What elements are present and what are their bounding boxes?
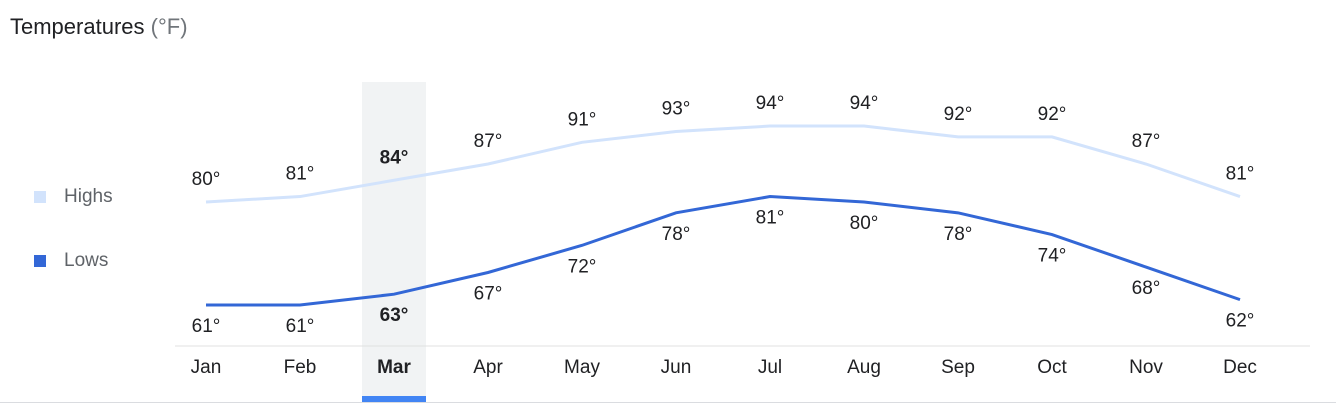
x-tick-label[interactable]: Aug — [847, 357, 881, 378]
x-tick-label[interactable]: Oct — [1037, 357, 1067, 378]
value-label: 78° — [944, 224, 973, 245]
legend-label: Highs — [64, 186, 113, 207]
unit: (°F) — [151, 14, 188, 39]
value-label: 72° — [568, 256, 597, 277]
legend-swatch — [34, 191, 46, 203]
x-tick-label[interactable]: Jul — [758, 357, 782, 378]
value-label: 94° — [756, 93, 785, 114]
value-label: 80° — [850, 213, 879, 234]
highlight-band — [362, 82, 426, 398]
value-label: 91° — [568, 109, 597, 130]
value-label: 80° — [192, 169, 221, 190]
chart-title: Temperatures — [10, 14, 145, 39]
value-label: 62° — [1226, 311, 1255, 332]
value-label: 81° — [756, 208, 785, 229]
value-label: 93° — [662, 98, 691, 119]
value-label: 67° — [474, 284, 503, 305]
value-label: 61° — [192, 316, 221, 337]
series-line — [205, 124, 1241, 204]
value-label: 92° — [944, 104, 973, 125]
value-label: 94° — [850, 93, 879, 114]
x-tick-label[interactable]: Nov — [1129, 357, 1163, 378]
value-label: 68° — [1132, 278, 1161, 299]
value-label: 87° — [474, 131, 503, 152]
highlight-layer — [362, 82, 426, 402]
x-tick-label[interactable]: May — [564, 357, 600, 378]
x-tick-label[interactable]: Dec — [1223, 357, 1257, 378]
value-label: 74° — [1038, 246, 1067, 267]
x-tick-label[interactable]: Sep — [941, 357, 975, 378]
highlight-indicator — [362, 396, 426, 402]
legend-label: Lows — [64, 250, 108, 271]
value-label: 81° — [286, 164, 315, 185]
x-tick-label[interactable]: Feb — [284, 357, 317, 378]
value-label: 84° — [380, 147, 409, 168]
value-label: 78° — [662, 224, 691, 245]
legend-swatch — [34, 255, 46, 267]
series-line — [206, 195, 1241, 307]
value-label: 63° — [380, 305, 409, 326]
value-label: 92° — [1038, 104, 1067, 125]
x-tick-label[interactable]: Apr — [473, 357, 503, 378]
value-label: 61° — [286, 316, 315, 337]
chart-title-row: Temperatures (°F) — [10, 14, 188, 39]
x-tick-label[interactable]: Jun — [661, 357, 692, 378]
value-label: 81° — [1226, 164, 1255, 185]
x-tick-label[interactable]: Mar — [377, 357, 411, 378]
x-tick-label[interactable]: Jan — [191, 357, 222, 378]
value-label: 87° — [1132, 131, 1161, 152]
